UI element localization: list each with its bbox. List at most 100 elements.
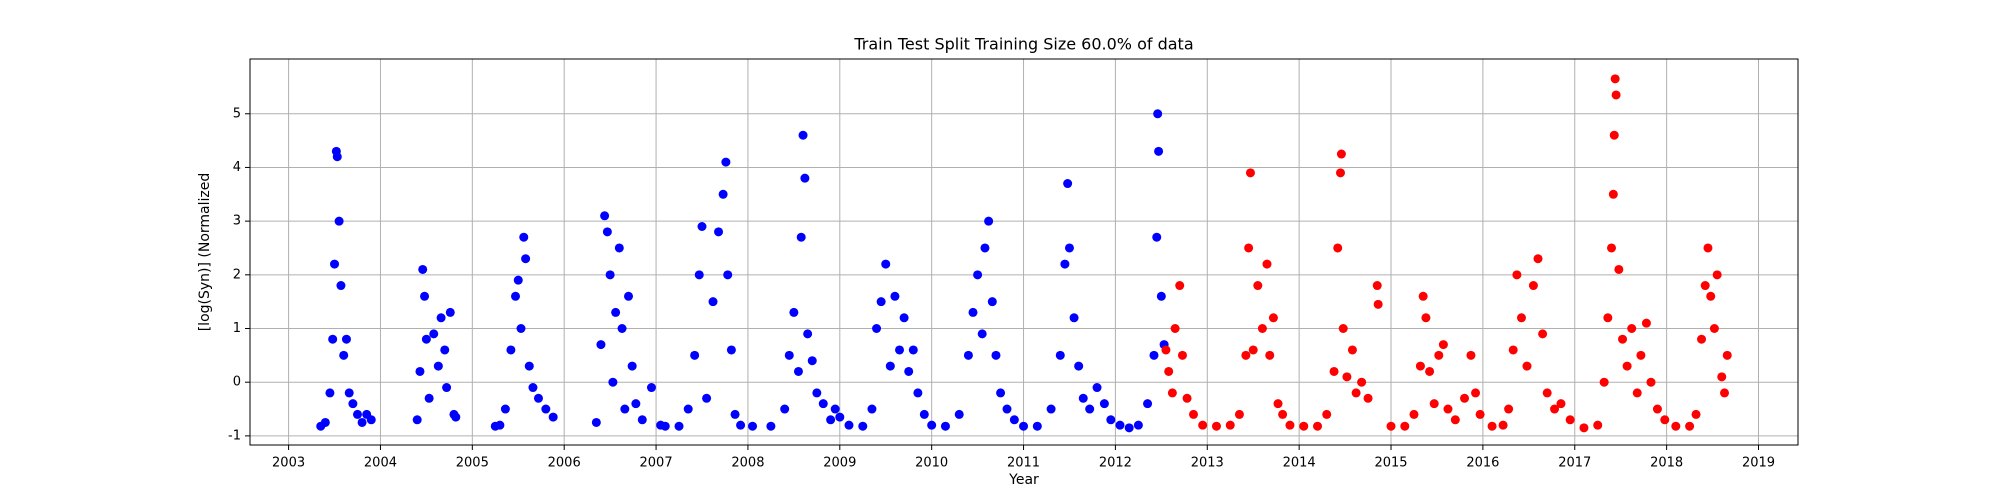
scatter-point — [325, 388, 335, 398]
scatter-point — [1691, 409, 1701, 419]
scatter-point — [418, 264, 428, 274]
scatter-point — [1528, 281, 1538, 291]
scatter-point — [1092, 383, 1102, 393]
scatter-point — [913, 388, 923, 398]
x-tick-label: 2012 — [1099, 456, 1132, 471]
scatter-point — [330, 259, 340, 269]
scatter-point — [1064, 243, 1074, 253]
x-tick-label: 2008 — [731, 456, 764, 471]
scatter-point — [1329, 366, 1339, 376]
scatter-point — [1175, 281, 1185, 291]
scatter-point — [516, 324, 526, 334]
scatter-point — [528, 383, 538, 393]
scatter-point — [1055, 350, 1065, 360]
y-tick-label: 3 — [233, 214, 241, 229]
scatter-point — [1660, 415, 1670, 425]
scatter-point — [1156, 291, 1166, 301]
y-tick-label: 1 — [233, 321, 241, 336]
scatter-point — [736, 420, 746, 430]
scatter-point — [1609, 130, 1619, 140]
scatter-point — [614, 243, 624, 253]
scatter-point — [1429, 399, 1439, 409]
scatter-point — [500, 404, 510, 414]
scatter-point — [1373, 299, 1383, 309]
scatter-point — [646, 383, 656, 393]
scatter-point — [506, 345, 516, 355]
scatter-point — [1046, 404, 1056, 414]
scatter-point — [826, 415, 836, 425]
scatter-point — [1149, 350, 1159, 360]
scatter-point — [1438, 340, 1448, 350]
scatter-point — [1278, 409, 1288, 419]
scatter-point — [818, 399, 828, 409]
scatter-point — [1498, 420, 1508, 430]
x-tick-label: 2007 — [640, 456, 673, 471]
scatter-point — [984, 216, 994, 226]
scatter-point — [1063, 179, 1073, 189]
scatter-point — [1471, 388, 1481, 398]
scatter-point — [1069, 313, 1079, 323]
scatter-point — [812, 388, 822, 398]
scatter-point — [674, 421, 684, 431]
scatter-point — [1009, 415, 1019, 425]
scatter-point — [513, 275, 523, 285]
scatter-point — [798, 130, 808, 140]
scatter-point — [1335, 168, 1345, 178]
scatter-point — [1299, 421, 1309, 431]
scatter-point — [1421, 313, 1431, 323]
scatter-point — [714, 227, 724, 237]
y-tick-label: 0 — [233, 375, 241, 390]
scatter-point — [1603, 313, 1613, 323]
scatter-point — [702, 393, 712, 403]
scatter-point — [1262, 259, 1272, 269]
scatter-point — [1700, 281, 1710, 291]
scatter-point — [1177, 350, 1187, 360]
scatter-point — [1614, 264, 1624, 274]
scatter-point — [1611, 90, 1621, 100]
scatter-point — [977, 329, 987, 339]
scatter-point — [336, 281, 346, 291]
scatter-point — [1060, 259, 1070, 269]
scatter-point — [996, 388, 1006, 398]
scatter-point — [730, 409, 740, 419]
scatter-point — [1372, 281, 1382, 291]
scatter-point — [1418, 291, 1428, 301]
x-tick-label: 2006 — [548, 456, 581, 471]
scatter-point — [987, 297, 997, 307]
scatter-point — [708, 297, 718, 307]
scatter-point — [1434, 350, 1444, 360]
scatter-point — [541, 404, 551, 414]
scatter-point — [1099, 399, 1109, 409]
scatter-point — [872, 324, 882, 334]
scatter-point — [1504, 404, 1514, 414]
scatter-point — [424, 393, 434, 403]
scatter-point — [1618, 334, 1628, 344]
x-tick-label: 2017 — [1558, 456, 1591, 471]
scatter-point — [605, 270, 615, 280]
x-axis-label: Year — [1008, 472, 1039, 488]
scatter-point — [1538, 329, 1548, 339]
scatter-point — [784, 350, 794, 360]
scatter-point — [793, 366, 803, 376]
scatter-point — [1466, 350, 1476, 360]
scatter-point — [1622, 361, 1632, 371]
scatter-point — [1556, 399, 1566, 409]
y-axis-label: [log(Syn)] (Normalized — [197, 173, 213, 332]
scatter-point — [1322, 409, 1332, 419]
scatter-point — [1253, 281, 1263, 291]
scatter-point — [1475, 409, 1485, 419]
scatter-point — [1508, 345, 1518, 355]
scatter-point — [357, 417, 367, 427]
scatter-point — [867, 404, 877, 414]
scatter-point — [429, 329, 439, 339]
scatter-point — [1336, 149, 1346, 159]
scatter-point — [495, 420, 505, 430]
scatter-point — [980, 243, 990, 253]
scatter-point — [927, 420, 937, 430]
scatter-point — [1338, 324, 1348, 334]
scatter-point — [1273, 399, 1283, 409]
scatter-point — [858, 421, 868, 431]
y-tick-label: 5 — [233, 106, 241, 121]
scatter-point — [1167, 388, 1177, 398]
scatter-point — [1313, 421, 1323, 431]
